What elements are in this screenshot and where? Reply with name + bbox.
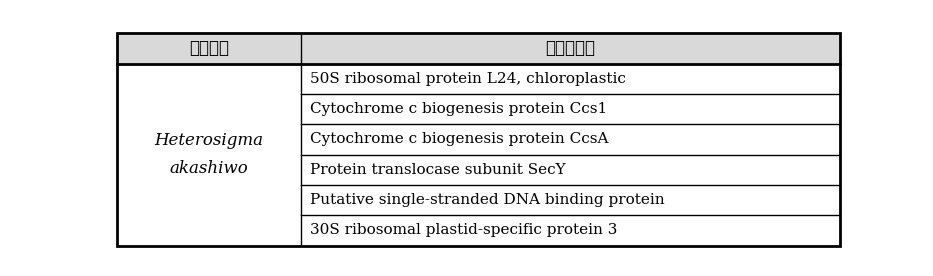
Text: Heterosigma
akashiwo: Heterosigma akashiwo [154, 132, 263, 177]
Text: 30S ribosomal plastid-specific protein 3: 30S ribosomal plastid-specific protein 3 [310, 224, 617, 237]
Text: Cytochrome c biogenesis protein Ccs1: Cytochrome c biogenesis protein Ccs1 [310, 102, 607, 116]
Text: 50S ribosomal protein L24, chloroplastic: 50S ribosomal protein L24, chloroplastic [310, 72, 625, 86]
Text: 표적단백질: 표적단백질 [546, 39, 595, 57]
Text: 유해조류: 유해조류 [188, 39, 229, 57]
Bar [117, 33, 840, 63]
Text: Protein translocase subunit SecY: Protein translocase subunit SecY [310, 163, 565, 177]
Text: Cytochrome c biogenesis protein CcsA: Cytochrome c biogenesis protein CcsA [310, 132, 608, 146]
Text: Putative single-stranded DNA binding protein: Putative single-stranded DNA binding pro… [310, 193, 664, 207]
